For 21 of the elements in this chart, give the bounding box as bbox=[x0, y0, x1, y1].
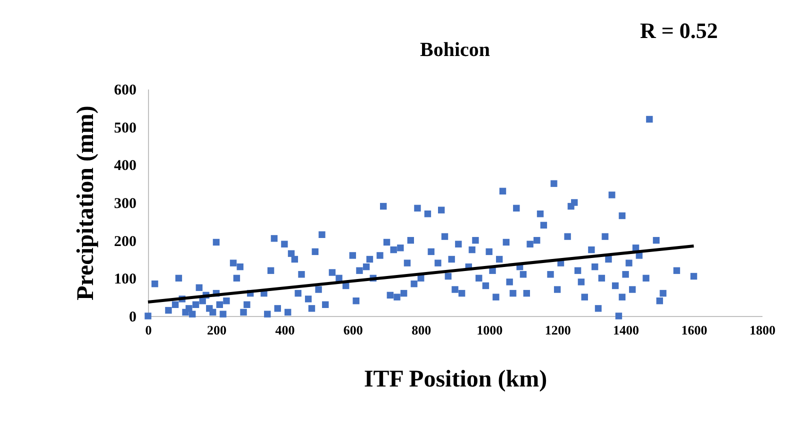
x-tick-label: 800 bbox=[412, 322, 432, 338]
y-tick-label: 300 bbox=[114, 196, 136, 212]
x-tick-label: 600 bbox=[343, 322, 363, 338]
chart-title: Bohicon bbox=[420, 39, 490, 61]
y-tick-label: 100 bbox=[114, 272, 136, 288]
x-tick-label: 200 bbox=[206, 322, 226, 338]
y-tick-label: 200 bbox=[114, 234, 136, 250]
x-tick-label: 400 bbox=[275, 322, 295, 338]
y-tick-label: 600 bbox=[114, 82, 136, 98]
x-axis-title: ITF Position (km) bbox=[364, 366, 548, 392]
y-tick-label: 400 bbox=[114, 158, 136, 174]
x-tick-label: 1000 bbox=[476, 322, 503, 338]
y-axis-title: Precipitation (mm) bbox=[73, 106, 99, 300]
text: R = 0.52 bbox=[640, 18, 718, 44]
y-tick-label: 500 bbox=[114, 120, 136, 136]
x-tick-label: 1400 bbox=[613, 322, 640, 338]
x-tick-label: 1200 bbox=[544, 322, 571, 338]
y-tick-label: 0 bbox=[129, 310, 136, 326]
x-tick-label: 1600 bbox=[681, 322, 708, 338]
x-tick-label: 0 bbox=[145, 322, 152, 338]
x-tick-label: 1800 bbox=[750, 322, 776, 338]
